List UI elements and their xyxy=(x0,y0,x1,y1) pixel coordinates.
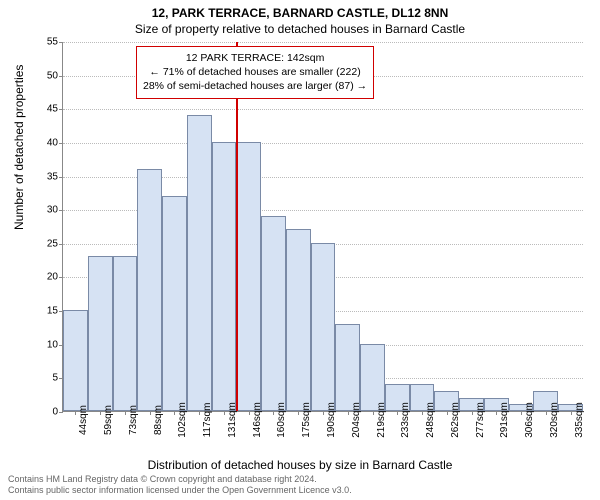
x-tick xyxy=(323,411,324,415)
y-axis-title: Number of detached properties xyxy=(12,65,26,230)
y-tick xyxy=(59,244,63,245)
x-tick xyxy=(298,411,299,415)
bar xyxy=(360,344,385,411)
page-title-2: Size of property relative to detached ho… xyxy=(0,20,600,36)
x-tick xyxy=(174,411,175,415)
footer-line-2: Contains public sector information licen… xyxy=(8,485,352,496)
x-tick xyxy=(447,411,448,415)
y-tick-label: 5 xyxy=(34,373,58,384)
info-box: 12 PARK TERRACE: 142sqm ← 71% of detache… xyxy=(136,46,374,99)
x-tick xyxy=(75,411,76,415)
x-axis-title: Distribution of detached houses by size … xyxy=(0,458,600,472)
x-tick xyxy=(199,411,200,415)
y-tick-label: 25 xyxy=(34,238,58,249)
gridline xyxy=(63,143,583,144)
y-tick xyxy=(59,143,63,144)
bar xyxy=(113,256,138,411)
x-tick xyxy=(125,411,126,415)
bar xyxy=(137,169,162,411)
x-tick xyxy=(472,411,473,415)
y-tick-label: 15 xyxy=(34,306,58,317)
bar xyxy=(286,229,311,411)
y-tick-label: 20 xyxy=(34,272,58,283)
x-tick xyxy=(496,411,497,415)
y-tick xyxy=(59,76,63,77)
x-tick xyxy=(521,411,522,415)
bar xyxy=(335,324,360,411)
y-tick-label: 35 xyxy=(34,171,58,182)
bar xyxy=(63,310,88,411)
info-line-3: 28% of semi-detached houses are larger (… xyxy=(143,79,367,93)
bar xyxy=(236,142,261,411)
x-tick-label: 335sqm xyxy=(574,402,585,438)
x-tick xyxy=(150,411,151,415)
info-line-1: 12 PARK TERRACE: 142sqm xyxy=(143,51,367,65)
y-tick-label: 40 xyxy=(34,137,58,148)
y-tick xyxy=(59,109,63,110)
y-tick-label: 0 xyxy=(34,407,58,418)
y-tick-label: 45 xyxy=(34,104,58,115)
gridline xyxy=(63,42,583,43)
bar xyxy=(88,256,113,411)
y-tick xyxy=(59,412,63,413)
bar xyxy=(212,142,237,411)
y-tick-label: 30 xyxy=(34,205,58,216)
footer: Contains HM Land Registry data © Crown c… xyxy=(8,474,352,497)
bar xyxy=(311,243,336,411)
x-tick xyxy=(546,411,547,415)
histogram-chart: 44sqm59sqm73sqm88sqm102sqm117sqm131sqm14… xyxy=(62,42,582,412)
bar xyxy=(261,216,286,411)
x-tick xyxy=(273,411,274,415)
y-tick-label: 10 xyxy=(34,339,58,350)
bar xyxy=(162,196,187,411)
info-line-2: ← 71% of detached houses are smaller (22… xyxy=(143,65,367,79)
y-tick xyxy=(59,42,63,43)
y-tick-label: 50 xyxy=(34,70,58,81)
y-tick xyxy=(59,277,63,278)
footer-line-1: Contains HM Land Registry data © Crown c… xyxy=(8,474,352,485)
y-tick xyxy=(59,210,63,211)
y-tick xyxy=(59,177,63,178)
x-tick xyxy=(249,411,250,415)
x-tick xyxy=(100,411,101,415)
page-title-1: 12, PARK TERRACE, BARNARD CASTLE, DL12 8… xyxy=(0,0,600,20)
x-tick xyxy=(571,411,572,415)
x-tick xyxy=(397,411,398,415)
bar xyxy=(187,115,212,411)
x-tick xyxy=(224,411,225,415)
x-tick xyxy=(422,411,423,415)
gridline xyxy=(63,109,583,110)
x-tick xyxy=(348,411,349,415)
x-tick xyxy=(373,411,374,415)
y-tick-label: 55 xyxy=(34,37,58,48)
